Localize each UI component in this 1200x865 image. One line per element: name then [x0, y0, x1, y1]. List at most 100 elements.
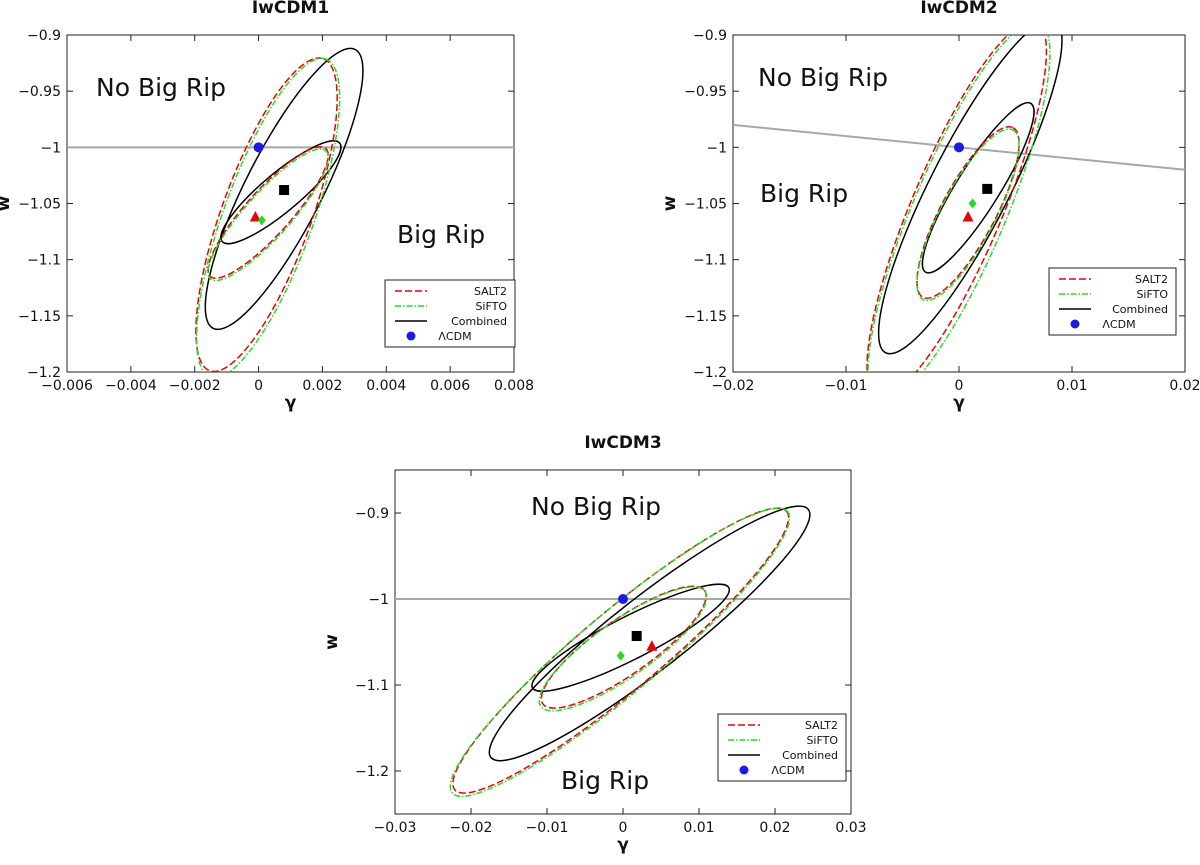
y-axis-label: w [0, 195, 14, 211]
legend-sifto-label: SiFTO [475, 300, 507, 313]
legend-sifto-label: SiFTO [806, 734, 838, 747]
legend: SALT2 SiFTO Combined ΛCDM [384, 279, 516, 348]
y-tick-label: −1.15 [684, 309, 727, 325]
contour-combined-inner [220, 140, 342, 245]
x-tick-label: 0.006 [430, 378, 470, 394]
y-tick-label: −0.9 [693, 28, 727, 44]
contour-combined-outer [488, 505, 811, 762]
x-tick-label: 0.02 [759, 820, 790, 836]
x-tick-label: −0.03 [374, 820, 417, 836]
x-tick-label: 0.004 [366, 378, 406, 394]
x-axis-label: γ [285, 393, 297, 413]
x-tick-label: 0.01 [683, 820, 714, 836]
contour-combined-inner [531, 583, 731, 692]
region-label-big-rip: Big Rip [397, 220, 485, 249]
x-tick-label: 0 [254, 378, 263, 394]
contour-salt2-inner [207, 145, 329, 280]
region-label-big-rip: Big Rip [561, 766, 649, 795]
x-tick-label: 0.01 [1056, 378, 1087, 394]
y-tick-label: −1.2 [693, 365, 727, 381]
x-tick-label: −0.01 [526, 820, 569, 836]
chart-panel-3: IwCDM3 −0.03 −0.02 −0.01 0 0.01 0.02 0.03 −1.2 −1… [322, 433, 867, 855]
contour-sifto-inner [207, 148, 329, 282]
bestfit-sifto-point [968, 198, 977, 209]
x-tick-label: −0.02 [712, 378, 755, 394]
legend-combined-label: Combined [451, 315, 507, 328]
legend-salt2-label: SALT2 [1135, 273, 1168, 286]
y-tick-label: −1.1 [27, 253, 61, 269]
x-tick-label: 0.002 [302, 378, 342, 394]
legend-salt2-label: SALT2 [805, 719, 838, 732]
bestfit-sifto-point [257, 215, 266, 226]
bestfit-salt2-point [646, 640, 658, 651]
plot-area [67, 47, 514, 372]
region-label-no-big-rip: No Big Rip [96, 73, 226, 102]
x-axis-label: γ [953, 393, 965, 413]
y-tick-label: −0.95 [684, 84, 727, 100]
x-tick-label: 0.02 [1169, 378, 1200, 394]
legend: SALT2 SiFTO Combined ΛCDM [1048, 267, 1177, 336]
contour-sifto-outer [449, 507, 791, 798]
lcdm-point [618, 594, 628, 604]
x-tick-label: −0.02 [450, 820, 493, 836]
bestfit-combined-point [279, 185, 290, 196]
chart-title: IwCDM3 [584, 433, 661, 453]
plot-area [395, 505, 851, 798]
contour-combined-outer [877, 35, 1063, 355]
y-tick-label: −1.15 [18, 309, 61, 325]
x-axis-label: γ [617, 835, 629, 855]
contour-salt2-outer [866, 35, 1048, 372]
chart-panel-1: IwCDM1 −0.006 −0.004 −0.002 0 0.002 0.004 0.006… [0, 0, 534, 413]
legend-lcdm-label: ΛCDM [438, 330, 471, 343]
region-label-no-big-rip: No Big Rip [531, 492, 661, 521]
legend-lcdm-symbol [406, 331, 416, 341]
plot-area [733, 35, 1185, 372]
legend-lcdm-symbol [1070, 319, 1080, 329]
y-tick-label: −0.9 [355, 506, 389, 522]
lcdm-point [954, 142, 964, 153]
contour-combined-outer [204, 47, 364, 331]
contour-sifto-outer [195, 57, 341, 372]
y-tick-label: −1 [40, 140, 61, 156]
x-tick-label: 0 [955, 378, 964, 394]
legend: SALT2 SiFTO Combined ΛCDM [717, 713, 847, 782]
region-label-no-big-rip: No Big Rip [758, 63, 888, 92]
y-tick-label: −1 [368, 592, 389, 608]
y-axis-label: w [660, 195, 680, 211]
y-tick-label: −0.95 [18, 84, 61, 100]
x-tick-label: −0.002 [169, 378, 221, 394]
contour-salt2-inner [916, 125, 1020, 299]
contour-sifto-inner [538, 586, 708, 712]
y-tick-label: −1.05 [684, 197, 727, 213]
y-tick-label: −1.05 [18, 197, 61, 213]
legend-lcdm-label: ΛCDM [771, 764, 804, 777]
legend-combined-label: Combined [1112, 303, 1168, 316]
contour-sifto-inner [916, 128, 1020, 302]
x-tick-label: −0.004 [105, 378, 157, 394]
chart-panel-2: IwCDM2 −0.02 −0.01 0 0.01 0.02 −1.2 −1.15 −1.1 −1… [660, 0, 1200, 413]
region-label-big-rip: Big Rip [760, 179, 848, 208]
x-tick-label: 0 [619, 820, 628, 836]
chart-title: IwCDM1 [252, 0, 329, 18]
x-tick-label: 0.03 [835, 820, 866, 836]
y-tick-label: −1 [706, 140, 727, 156]
bestfit-salt2-point [962, 210, 974, 222]
legend-sifto-label: SiFTO [1136, 288, 1168, 301]
chart-title: IwCDM2 [920, 0, 997, 18]
y-axis-label: w [322, 634, 342, 650]
bestfit-salt2-point [249, 210, 261, 222]
legend-lcdm-symbol [739, 765, 749, 775]
y-tick-label: −1.2 [27, 365, 61, 381]
bestfit-combined-point [982, 183, 993, 194]
contour-combined-inner [921, 101, 1035, 274]
bestfit-combined-point [631, 630, 642, 641]
y-tick-label: −1.2 [355, 764, 389, 780]
legend-salt2-label: SALT2 [474, 285, 507, 298]
lcdm-point [253, 142, 264, 153]
x-tick-label: 0.008 [494, 378, 534, 394]
y-tick-label: −1.1 [355, 678, 389, 694]
legend-lcdm-label: ΛCDM [1102, 318, 1135, 331]
x-tick-label: −0.01 [825, 378, 868, 394]
x-tick-label: −0.006 [41, 378, 93, 394]
